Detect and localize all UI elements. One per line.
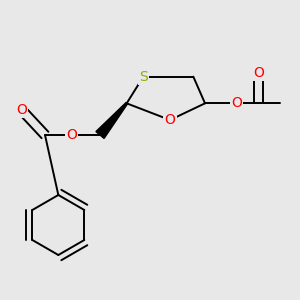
Text: O: O: [165, 113, 176, 127]
Text: O: O: [16, 103, 27, 117]
Text: S: S: [139, 70, 148, 84]
Text: O: O: [253, 66, 264, 80]
Text: O: O: [231, 96, 242, 110]
Text: O: O: [66, 128, 77, 142]
Polygon shape: [96, 103, 128, 138]
